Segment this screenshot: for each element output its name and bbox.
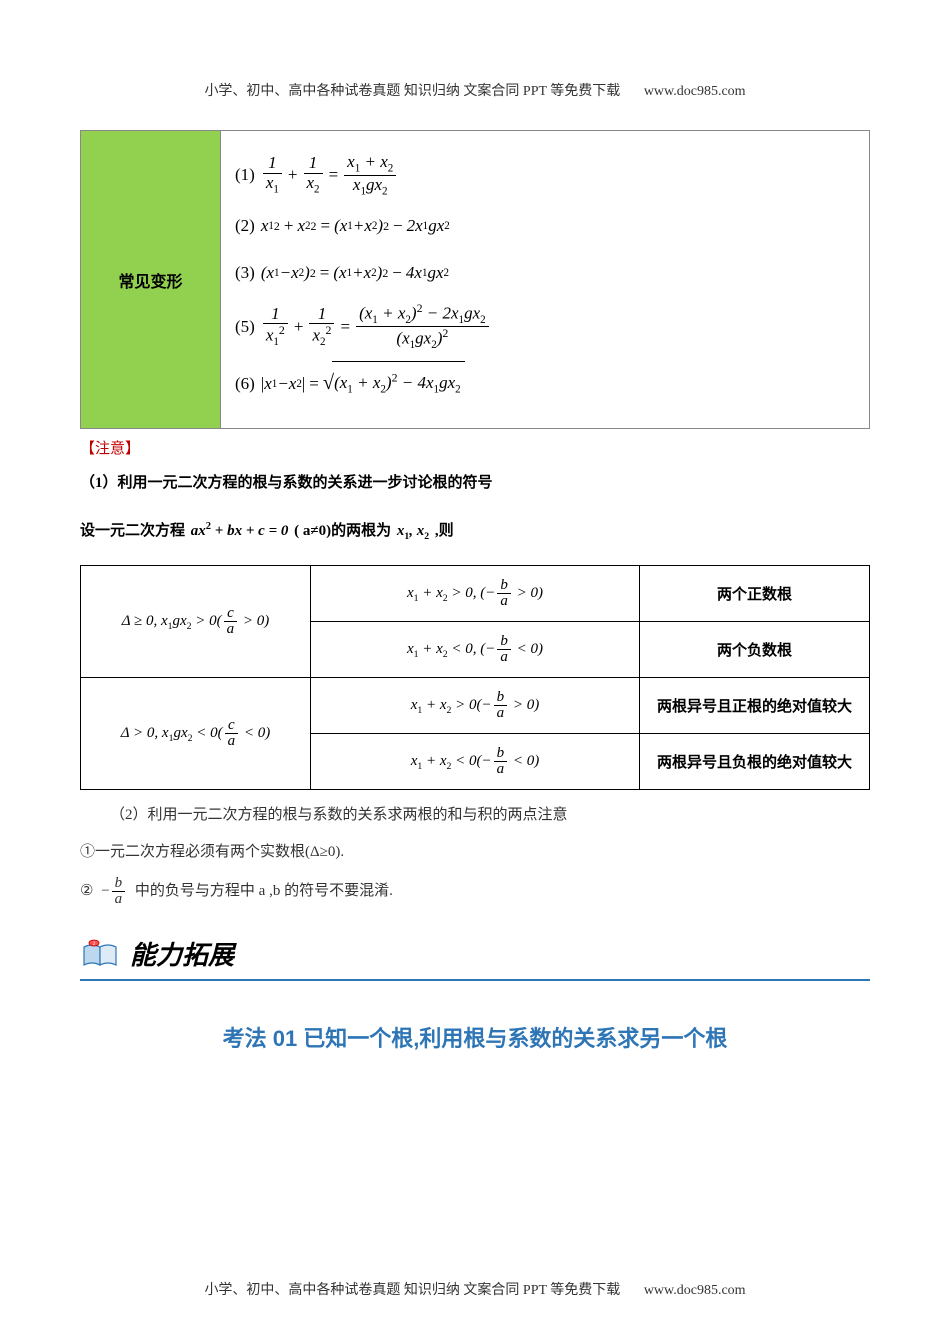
t2-r1-left: Δ ≥ 0, x1gx2 > 0(ca > 0) — [81, 565, 311, 677]
note-1-title: （1）利用一元二次方程的根与系数的关系进一步讨论根的符号 — [80, 468, 870, 498]
formula-3: (3)(x1 − x2)2 = (x1 + x2)2 − 4x1gx2 — [235, 254, 855, 291]
bullet-1: ①一元二次方程必须有两个实数根(Δ≥0). — [80, 839, 870, 866]
bullet2-suffix: 中的负号与方程中 a ,b 的符号不要混淆. — [135, 883, 393, 899]
footer-url: www.doc985.com — [644, 1283, 746, 1298]
bullet2-prefix: ② — [80, 883, 93, 899]
ability-title: 能力拓展 — [130, 935, 234, 972]
root-sign-table: Δ ≥ 0, x1gx2 > 0(ca > 0) x1 + x2 > 0, (−… — [80, 565, 870, 790]
note-label: 【注意】 — [80, 437, 870, 458]
t2-r2-mid1: x1 + x2 > 0(−ba > 0) — [311, 677, 640, 733]
formula-1: (1) 1x1 + 1x2 = x1 + x2x1gx2 — [235, 153, 855, 197]
note-sentence: 设一元二次方程 ax2 + bx + c = 0 ( a≠0)的两根为 x1, … — [80, 516, 870, 547]
t2-r1-right2: 两个负数根 — [640, 621, 870, 677]
header-url: www.doc985.com — [644, 84, 746, 99]
t2-r2-right1: 两根异号且正根的绝对值较大 — [640, 677, 870, 733]
note-prefix: 设一元二次方程 — [80, 523, 185, 539]
t2-r2-mid2: x1 + x2 < 0(−ba < 0) — [311, 733, 640, 789]
bullet-2: ② −ba 中的负号与方程中 a ,b 的符号不要混淆. — [80, 876, 870, 907]
t2-r1-mid2: x1 + x2 < 0, (−ba < 0) — [311, 621, 640, 677]
note-suffix: ,则 — [435, 523, 454, 539]
ability-section-header: 2 能力拓展 — [80, 935, 870, 981]
note-2: （2）利用一元二次方程的根与系数的关系求两根的和与积的两点注意 — [80, 802, 870, 829]
formula-2: (2)x12 + x22 = (x1 + x2)2 − 2x1gx2 — [235, 207, 855, 244]
formula-table: 常见变形 (1) 1x1 + 1x2 = x1 + x2x1gx2 (2)x12… — [80, 130, 870, 429]
formula-6: (6) | x1 − x2 | = (x1 + x2)2 − 4x1gx2 — [235, 361, 855, 406]
header-text: 小学、初中、高中各种试卷真题 知识归纳 文案合同 PPT 等免费下载 — [204, 84, 620, 99]
formula-label: 常见变形 — [118, 274, 182, 291]
formula-label-cell: 常见变形 — [81, 131, 221, 429]
t2-r1-mid1: x1 + x2 > 0, (−ba > 0) — [311, 565, 640, 621]
note-mid: ( a≠0)的两根为 — [294, 523, 391, 539]
t2-r2-right2: 两根异号且负根的绝对值较大 — [640, 733, 870, 789]
formula-5: (5) 1x12 + 1x22 = (x1 + x2)2 − 2x1gx2(x1… — [235, 302, 855, 351]
t2-r1-right1: 两个正数根 — [640, 565, 870, 621]
footer-text: 小学、初中、高中各种试卷真题 知识归纳 文案合同 PPT 等免费下载 — [204, 1283, 620, 1298]
formula-list-cell: (1) 1x1 + 1x2 = x1 + x2x1gx2 (2)x12 + x2… — [221, 131, 870, 429]
t2-r2-left: Δ > 0, x1gx2 < 0(ca < 0) — [81, 677, 311, 789]
page-header: 小学、初中、高中各种试卷真题 知识归纳 文案合同 PPT 等免费下载 www.d… — [80, 80, 870, 100]
book-icon: 2 — [80, 935, 122, 973]
kaofa-heading: 考法 01 已知一个根,利用根与系数的关系求另一个根 — [80, 1021, 870, 1053]
page-footer: 小学、初中、高中各种试卷真题 知识归纳 文案合同 PPT 等免费下载 www.d… — [0, 1279, 950, 1299]
